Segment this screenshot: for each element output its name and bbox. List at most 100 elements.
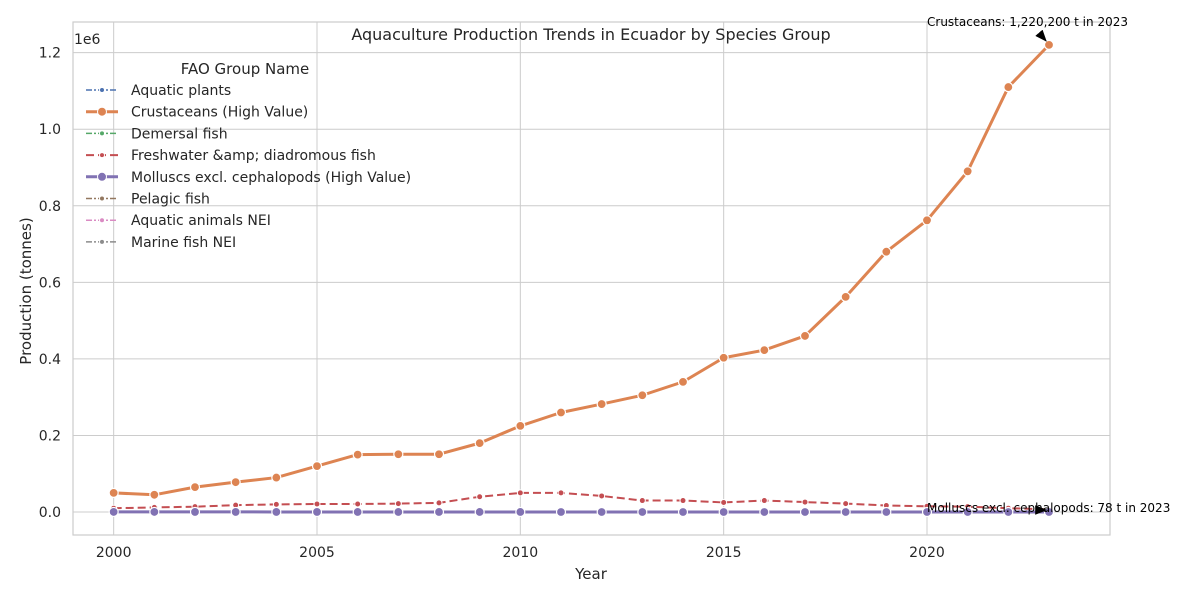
data-point <box>149 506 160 518</box>
y-tick-label: 0.0 <box>39 505 61 521</box>
legend-label: Crustaceans (High Value) <box>131 105 308 121</box>
data-point <box>598 492 606 500</box>
data-point <box>354 500 362 508</box>
data-point <box>311 460 323 472</box>
data-point <box>557 489 565 497</box>
data-point <box>842 500 850 508</box>
legend-label: Marine fish NEI <box>131 235 236 251</box>
y-tick-label: 0.6 <box>39 275 61 291</box>
data-point <box>515 506 526 518</box>
series-1 <box>108 39 1055 500</box>
legend-item: Crustaceans (High Value) <box>86 105 308 121</box>
data-point <box>230 506 241 518</box>
data-point <box>1043 39 1055 50</box>
x-tick-label: 2010 <box>503 545 539 561</box>
data-point <box>433 449 445 460</box>
data-point <box>1003 506 1014 518</box>
data-point <box>881 246 892 257</box>
x-tick-label: 2000 <box>96 545 132 561</box>
data-point <box>393 506 404 518</box>
data-point <box>271 506 282 518</box>
data-point <box>555 407 567 418</box>
data-point <box>311 506 323 518</box>
data-point <box>189 482 201 493</box>
data-point <box>230 477 241 488</box>
legend-label: Freshwater &amp; diadromous fish <box>131 148 376 164</box>
data-point <box>108 506 119 518</box>
legend-swatch-marker <box>97 171 107 182</box>
data-point <box>433 506 445 518</box>
data-point <box>718 352 729 363</box>
data-point <box>801 498 809 506</box>
series-4 <box>108 506 1055 518</box>
data-point <box>108 487 119 498</box>
legend-item: Demersal fish <box>86 126 228 142</box>
data-point <box>272 500 280 508</box>
y-tick-label: 0.8 <box>39 199 61 215</box>
x-tick-label: 2020 <box>909 545 945 561</box>
data-point <box>679 497 687 505</box>
data-point <box>718 506 729 518</box>
data-point <box>921 215 933 226</box>
data-point <box>962 166 973 177</box>
legend-swatch-marker <box>99 238 105 245</box>
legend-swatch-marker <box>97 106 107 117</box>
data-point <box>921 506 933 518</box>
data-point <box>515 420 526 431</box>
data-point <box>759 506 770 518</box>
y-tick-label: 0.4 <box>39 352 61 368</box>
data-point <box>759 344 770 356</box>
annotation-crustaceans: Crustaceans: 1,220,200 t in 2023 <box>927 15 1128 29</box>
annotation-crustaceans-arrow <box>1035 29 1047 42</box>
legend-label: Aquatic plants <box>131 83 231 99</box>
data-point <box>393 449 404 460</box>
data-point <box>596 506 607 518</box>
data-point <box>189 506 201 518</box>
data-point <box>720 498 728 506</box>
y-tick-label: 0.2 <box>39 428 61 444</box>
data-point <box>840 291 851 302</box>
legend-item: Molluscs excl. cephalopods (High Value) <box>86 170 411 186</box>
data-point <box>271 472 282 483</box>
x-tick-label: 2005 <box>299 545 335 561</box>
plot-frame <box>72 21 1111 536</box>
series-3 <box>110 489 1053 513</box>
annotations: Crustaceans: 1,220,200 t in 2023 Molluscs… <box>927 15 1170 515</box>
series-line <box>113 43 1051 497</box>
data-point <box>516 489 524 497</box>
legend-item: Aquatic plants <box>86 83 231 99</box>
data-point <box>1003 81 1014 93</box>
data-point <box>677 506 689 518</box>
chart-title: Aquaculture Production Trends in Ecuador… <box>351 25 830 44</box>
data-point <box>596 398 607 410</box>
data-point <box>760 497 768 505</box>
data-point <box>435 499 443 507</box>
y-tick-label: 1.0 <box>39 122 61 138</box>
x-tick-label: 2015 <box>706 545 742 561</box>
legend-item: Marine fish NEI <box>86 235 236 251</box>
legend: FAO Group Name Aquatic plants Crustaceans… <box>86 60 411 251</box>
legend-swatch-marker <box>99 130 105 137</box>
y-offset-label: 1e6 <box>74 32 101 48</box>
data-point <box>840 506 851 518</box>
data-point <box>881 506 892 518</box>
legend-label: Demersal fish <box>131 126 228 142</box>
legend-item: Pelagic fish <box>86 192 210 208</box>
data-point <box>799 506 811 518</box>
plot-area-border <box>72 21 1111 536</box>
legend-swatch-marker <box>99 195 105 202</box>
data-point <box>637 390 648 401</box>
y-tick-label: 1.2 <box>39 46 61 62</box>
annotation-molluscs: Molluscs excl. cephalopods: 78 t in 2023 <box>927 501 1170 515</box>
x-axis-label: Year <box>574 565 608 583</box>
data-point <box>313 500 321 508</box>
legend-item: Aquatic animals NEI <box>86 213 271 229</box>
data-point <box>149 489 160 500</box>
data-point <box>637 506 648 518</box>
y-axis-label: Production (tonnes) <box>17 217 35 364</box>
legend-label: Molluscs excl. cephalopods (High Value) <box>131 170 411 186</box>
legend-swatch-marker <box>99 87 105 93</box>
data-point <box>474 438 485 449</box>
